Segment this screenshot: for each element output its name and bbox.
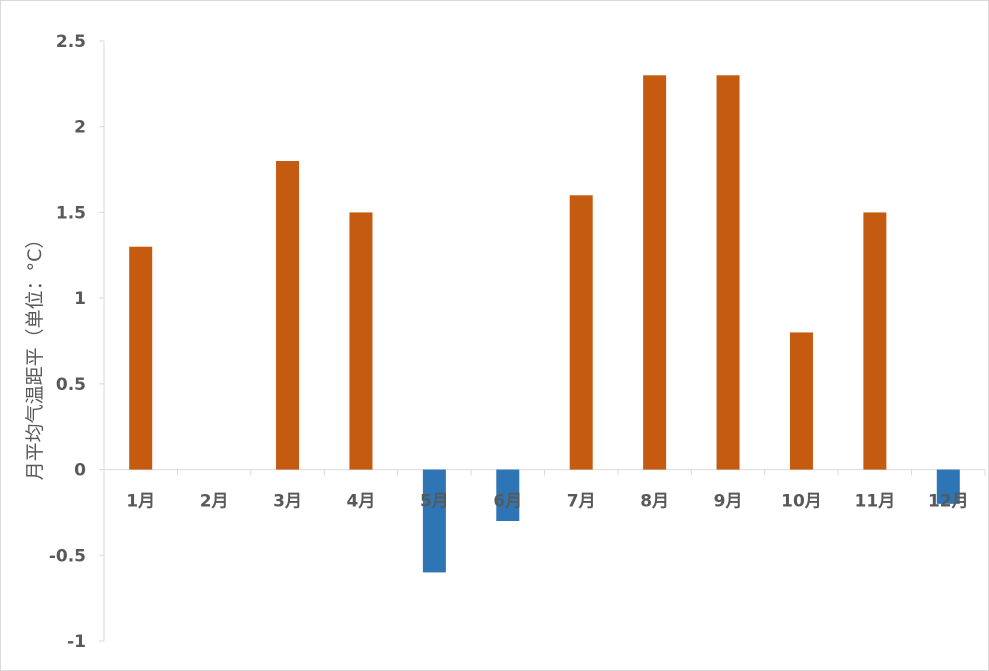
y-tick-label: -1 [67, 632, 86, 652]
y-tick-label: -0.5 [49, 546, 86, 566]
category-label: 6月 [493, 492, 522, 512]
bars [129, 75, 960, 573]
category-label: 7月 [567, 492, 596, 512]
category-label: 9月 [714, 492, 743, 512]
category-label: 10月 [781, 492, 822, 512]
bar [276, 161, 300, 470]
y-tick-label: 0 [74, 461, 86, 481]
category-label: 4月 [347, 492, 376, 512]
category-labels: 1月 2月 3月 4月 5月 6月 7月 8月 9月 10月 11月 12月 [126, 492, 968, 512]
bar [716, 75, 740, 470]
category-label: 3月 [273, 492, 302, 512]
bar [349, 212, 373, 470]
bar [569, 195, 593, 470]
bar [789, 332, 813, 470]
bar [129, 246, 153, 470]
category-label: 11月 [855, 492, 896, 512]
bar [496, 469, 520, 521]
y-tick-label: 1.5 [56, 203, 86, 223]
bar [643, 75, 667, 470]
y-tick-label: 1 [74, 289, 86, 309]
bar [936, 469, 960, 504]
y-tick-labels: 2.5 2 1.5 1 0.5 0 -0.5 -1 [49, 32, 86, 652]
category-label: 1月 [126, 492, 155, 512]
axes [99, 40, 986, 642]
category-label: 5月 [420, 492, 449, 512]
category-label: 2月 [200, 492, 229, 512]
bar [863, 212, 887, 470]
bar [422, 469, 446, 573]
category-label: 8月 [640, 492, 669, 512]
y-axis-label: 月平均气温距平（单位：°C） [24, 230, 46, 481]
y-tick-label: 0.5 [56, 375, 86, 395]
y-tick-label: 2.5 [56, 32, 86, 52]
category-label: 12月 [928, 492, 969, 512]
y-tick-label: 2 [74, 118, 86, 138]
